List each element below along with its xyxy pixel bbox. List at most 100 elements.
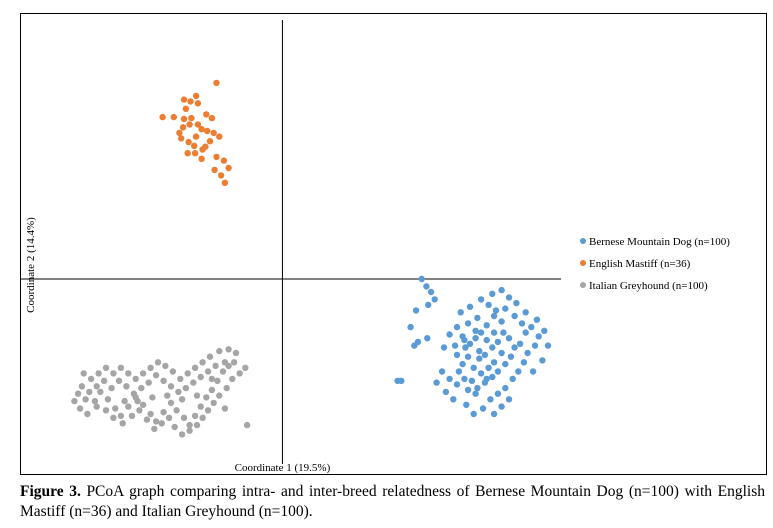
data-point-series-2 [164,392,171,399]
pcoa-scatter-plot: Coordinate 1 (19.5%) Coordinate 2 (14.4%… [21,20,730,474]
data-point-series-0 [427,288,435,296]
data-point-series-2 [243,421,251,429]
data-point-series-0 [468,377,476,384]
data-point-series-2 [171,423,178,431]
data-point-series-1 [203,111,210,118]
data-point-series-2 [193,392,201,399]
x-axis-label: Coordinate 1 (19.5%) [235,462,331,474]
data-point-series-0 [498,403,505,410]
data-point-series-2 [173,407,180,414]
data-point-series-0 [464,353,472,360]
data-point-series-2 [130,390,138,397]
data-point-series-0 [466,340,474,347]
data-point-series-0 [485,301,492,309]
data-point-series-1 [179,124,187,131]
data-point-series-0 [442,388,450,396]
legend-item: Bernese Mountain Dog (n=100) [580,236,730,248]
data-point-series-2 [76,405,84,412]
data-point-series-0 [522,309,529,316]
data-point-series-0 [453,351,461,359]
data-point-series-0 [462,344,469,351]
data-point-series-0 [505,335,513,342]
data-point-series-0 [487,396,494,403]
data-point-series-2 [199,359,206,366]
data-point-series-1 [180,96,188,103]
data-point-series-0 [505,294,513,301]
data-point-series-1 [210,129,217,137]
data-point-series-1 [185,138,192,146]
data-point-series-2 [230,359,238,366]
data-point-series-2 [115,377,123,384]
data-point-series-2 [182,384,190,392]
data-point-series-2 [160,409,167,416]
data-point-series-2 [223,384,230,392]
data-point-series-0 [502,360,509,368]
data-point-series-2 [229,375,236,383]
data-point-series-2 [160,377,167,384]
data-point-series-1 [187,98,194,105]
data-point-series-0 [490,329,498,336]
data-point-series-1 [178,135,185,142]
data-point-series-2 [154,359,162,366]
data-point-series-0 [440,344,448,351]
data-point-series-0 [476,347,483,355]
data-point-series-0 [516,340,524,347]
data-point-series-0 [457,309,464,316]
data-point-series-0 [477,296,485,303]
data-point-series-2 [158,420,165,427]
data-point-series-0 [505,396,513,403]
data-point-series-2 [162,362,169,370]
data-point-series-1 [188,114,195,122]
data-point-series-0 [450,396,457,403]
data-point-series-1 [182,105,190,113]
data-point-series-2 [143,416,151,423]
data-point-series-0 [489,290,496,297]
data-point-series-2 [93,383,100,390]
data-point-series-2 [97,388,104,396]
data-point-series-1 [176,129,183,137]
data-point-series-2 [177,375,184,383]
legend-label: English Mastiff (n=36) [589,258,691,270]
data-point-series-2 [110,370,117,377]
data-point-series-0 [483,375,490,383]
data-point-series-0 [474,314,481,322]
data-point-series-0 [502,384,509,392]
data-point-series-1 [159,113,166,121]
data-point-series-2 [117,412,125,420]
data-point-series-2 [132,375,139,383]
data-point-series-2 [125,403,132,410]
data-point-series-0 [498,318,505,325]
data-point-series-0 [489,373,496,381]
data-point-series-1 [208,114,216,122]
data-point-series-1 [192,133,200,140]
data-point-series-0 [411,342,418,349]
data-point-series-0 [507,353,515,360]
data-point-series-0 [490,312,498,320]
figure-frame: Coordinate 1 (19.5%) Coordinate 2 (14.4%… [20,13,767,475]
data-point-series-1 [198,155,205,162]
data-point-series-2 [78,383,86,390]
data-point-series-0 [461,375,468,383]
data-point-series-2 [147,364,154,371]
data-point-series-2 [151,425,158,433]
data-point-series-1 [220,157,228,164]
data-point-series-0 [492,307,500,314]
legend: Bernese Mountain Dog (n=100) English Mast… [580,236,730,292]
data-point-series-1 [184,150,191,157]
data-point-series-2 [108,384,115,392]
data-point-series-0 [463,401,470,408]
data-point-series-2 [191,412,199,420]
data-point-series-2 [219,368,227,375]
data-point-series-1 [191,142,198,149]
data-point-series-0 [431,296,438,303]
data-point-series-2 [165,414,173,421]
data-point-series-1 [170,113,177,121]
data-point-series-2 [134,397,141,405]
data-point-series-2 [100,377,108,384]
data-point-series-0 [544,342,552,349]
data-point-series-0 [470,410,477,418]
data-point-series-0 [472,327,479,334]
data-point-series-2 [82,396,89,403]
data-point-series-0 [461,336,468,344]
data-point-series-0 [479,405,487,412]
